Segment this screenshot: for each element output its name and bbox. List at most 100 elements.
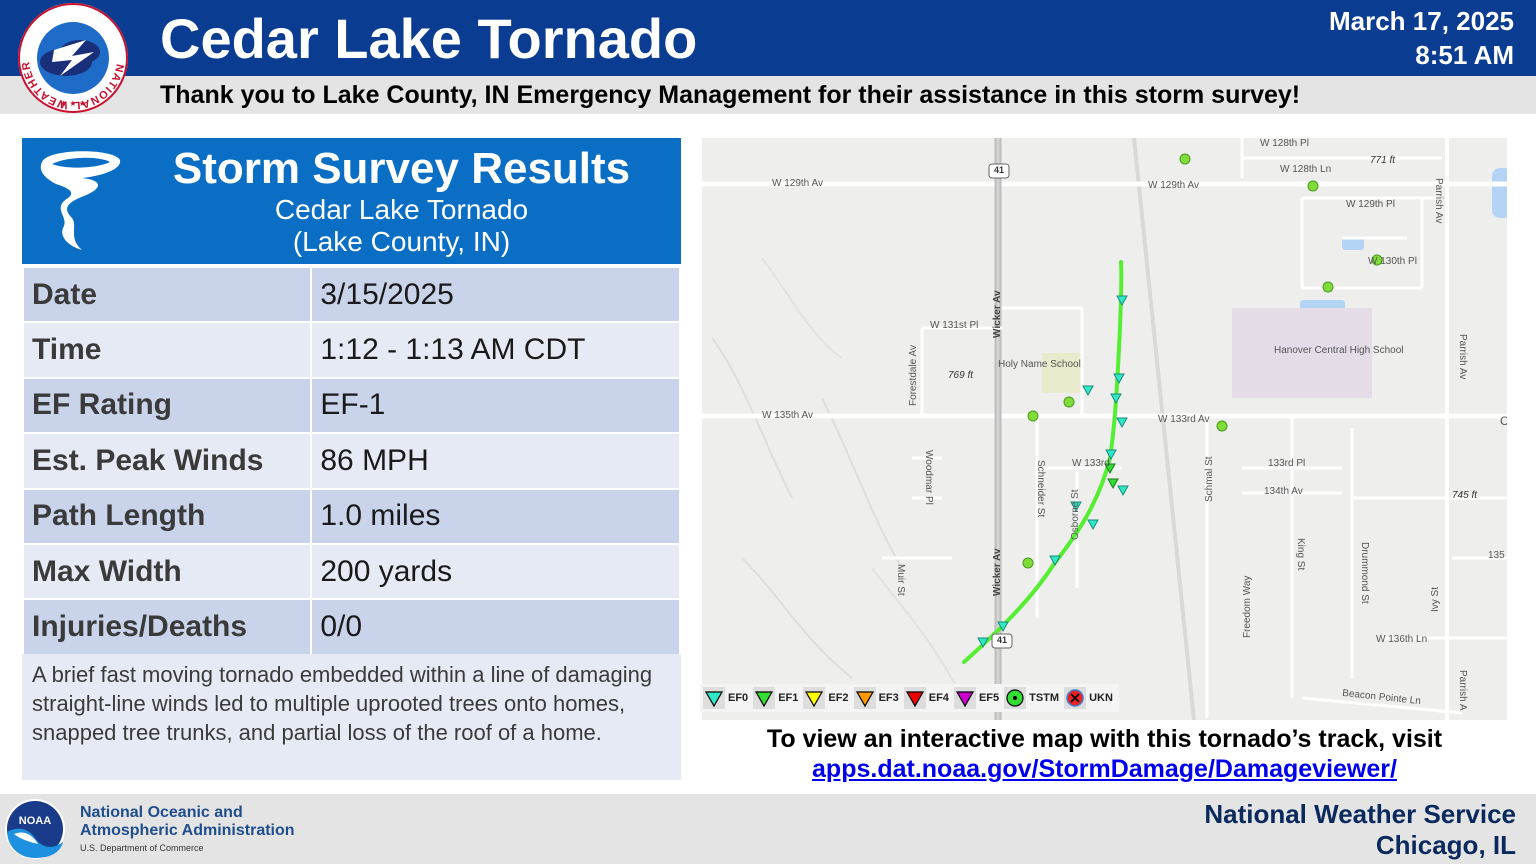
issue-time: 8:51 AM (1415, 40, 1514, 70)
legend-item-ef1: EF1 (752, 686, 798, 710)
issue-date: March 17, 2025 (1328, 6, 1514, 36)
ef5-triangle-icon (953, 687, 976, 709)
map-label-parrish-a-south: Parrish A (1457, 670, 1468, 711)
map-label-osborne-st: Osborne St (1070, 489, 1081, 540)
row-value-peak-winds: 86 MPH (310, 432, 681, 490)
survey-title: Storm Survey Results (172, 144, 631, 193)
map-poi-holy-name-school: Holy Name School (998, 359, 1081, 370)
legend-item-ef3: EF3 (853, 686, 899, 710)
svg-text:★ ★ ★: ★ ★ ★ (60, 99, 86, 108)
row-label-date: Date (21, 265, 313, 324)
tstm-dot-icon (1004, 687, 1027, 709)
map-poi-hanover-central-high-school: Hanover Central High School (1274, 345, 1404, 356)
tornado-icon (38, 146, 124, 258)
route-41-north-label: 41 (994, 165, 1005, 175)
route-41-shields (988, 163, 1013, 649)
map-label-w135th-av: W 135th Av (762, 410, 813, 421)
map-label-drummond-st: Drummond St (1359, 542, 1370, 604)
map-label-schmal-st: Schmal St (1204, 456, 1215, 502)
ef1-damage-points (1104, 463, 1119, 490)
office-location: Chicago, IL (1375, 830, 1516, 860)
table-row: Max Width 200 yards (21, 542, 681, 601)
noaa-logo-icon: NOAA (4, 798, 66, 860)
legend-label-ef3: EF3 (878, 692, 899, 704)
row-label-time: Time (21, 321, 313, 379)
survey-subtitle-county: (Lake County, IN) (292, 226, 511, 257)
row-label-ef-rating: EF Rating (21, 376, 313, 435)
legend-item-ef2: EF2 (802, 686, 849, 710)
map-label-wicker-av-north: Wicker Av (992, 290, 1003, 338)
table-row: EF Rating EF-1 (21, 376, 681, 435)
map-label-parrish-av-north: Parrish Av (1433, 178, 1444, 224)
subheader-band (0, 76, 1536, 114)
map-label-ivy-st: Ivy St (1430, 586, 1441, 612)
legend-label-ef5: EF5 (978, 692, 1000, 704)
legend-label-ef2: EF2 (828, 692, 849, 704)
tornado-track-line (962, 260, 1124, 664)
row-value-injuries-deaths: 0/0 (310, 598, 681, 656)
nws-logo-icon: NATIONAL WEATHER SERVICE ★ ★ ★ (10, 0, 132, 114)
ef1-triangle-icon (753, 687, 776, 709)
map-label-w129th-pl: W 129th Pl (1346, 199, 1395, 210)
damage-viewer-link[interactable]: apps.dat.noaa.gov/StormDamage/Damageview… (812, 755, 1397, 783)
map-label-wicker-av-south: Wicker Av (992, 548, 1003, 596)
map-label-woodmar-pl: Woodmar Pl (923, 450, 934, 505)
legend-label-tstm: TSTM (1029, 692, 1060, 704)
row-label-path-length: Path Length (21, 487, 313, 545)
map-canvas (702, 138, 1507, 720)
ukn-x-icon (1064, 687, 1087, 709)
legend-item-ukn: UKN (1063, 686, 1113, 710)
legend-item-ef5: EF5 (953, 686, 999, 710)
thanks-banner: Thank you to Lake County, IN Emergency M… (160, 81, 1301, 109)
noaa-name-line1: National Oceanic and (80, 804, 243, 821)
row-value-time: 1:12 - 1:13 AM CDT (310, 321, 681, 379)
legend-item-ef0: EF0 (702, 686, 748, 710)
map-label-w131st-pl: W 131st Pl (930, 320, 979, 331)
header-band (0, 0, 1536, 76)
legend-item-tstm: TSTM (1003, 686, 1059, 710)
table-row: Est. Peak Winds 86 MPH (21, 432, 681, 490)
row-value-date: 3/15/2025 (310, 265, 681, 324)
map-label-freedom-way: Freedom Way (1242, 575, 1253, 638)
map-label-king-st: King St (1295, 538, 1306, 571)
tstm-damage-points (1022, 153, 1383, 569)
map-label-w130th-pl: W 130th Pl (1368, 256, 1417, 267)
map-label-w128th-pl: W 128th Pl (1260, 138, 1309, 149)
map-label-elev-771: 771 ft (1370, 155, 1396, 166)
row-value-max-width: 200 yards (310, 542, 681, 601)
map-label-elev-745: 745 ft (1452, 490, 1478, 501)
legend-label-ef0: EF0 (728, 692, 749, 704)
row-value-ef-rating: EF-1 (310, 376, 681, 435)
ef4-triangle-icon (903, 687, 926, 709)
office-name: National Weather Service (1204, 799, 1516, 829)
tornado-track-map[interactable]: W 128th Pl W 128th Ln 771 ft W 129th Av … (702, 138, 1507, 720)
table-row: Injuries/Deaths 0/0 (21, 598, 681, 656)
footer-band (0, 794, 1536, 864)
legend-label-ef1: EF1 (778, 692, 799, 704)
map-label-133rd-pl: 133rd Pl (1268, 458, 1306, 469)
legend-label-ef4: EF4 (928, 692, 949, 704)
survey-subtitle-event: Cedar Lake Tornado (274, 194, 529, 225)
damage-legend: EF0 EF1 EF2 EF3 EF4 EF5 TSTM UKN (700, 684, 1119, 712)
map-label-135: 135 (1488, 550, 1505, 561)
row-value-path-length: 1.0 miles (310, 487, 681, 545)
ef2-triangle-icon (803, 687, 826, 709)
map-label-parrish-av-east: Parrish Av (1457, 334, 1468, 380)
survey-summary: A brief fast moving tornado embedded wit… (22, 654, 681, 780)
map-note: To view an interactive map with this tor… (766, 725, 1443, 753)
row-label-injuries-deaths: Injuries/Deaths (21, 598, 313, 656)
map-label-forestdale-av: Forestdale Av (908, 345, 919, 406)
table-row: Time 1:12 - 1:13 AM CDT (21, 321, 681, 379)
ef0-damage-points (977, 295, 1129, 649)
map-label-w129th-av-west: W 129th Av (772, 178, 823, 189)
map-label-w129th-av-mid: W 129th Av (1148, 180, 1199, 191)
survey-results-table: Date 3/15/2025 Time 1:12 - 1:13 AM CDT E… (21, 265, 681, 656)
noaa-department: U.S. Department of Commerce (80, 843, 204, 853)
ef0-triangle-icon (703, 687, 725, 709)
row-label-peak-winds: Est. Peak Winds (21, 432, 313, 490)
page-title: Cedar Lake Tornado (160, 7, 698, 70)
ef3-triangle-icon (853, 687, 876, 709)
legend-item-ef4: EF4 (903, 686, 949, 710)
map-label-muir-st: Muir St (895, 564, 906, 596)
map-label-w133rd-av: W 133rd Av (1158, 414, 1210, 425)
